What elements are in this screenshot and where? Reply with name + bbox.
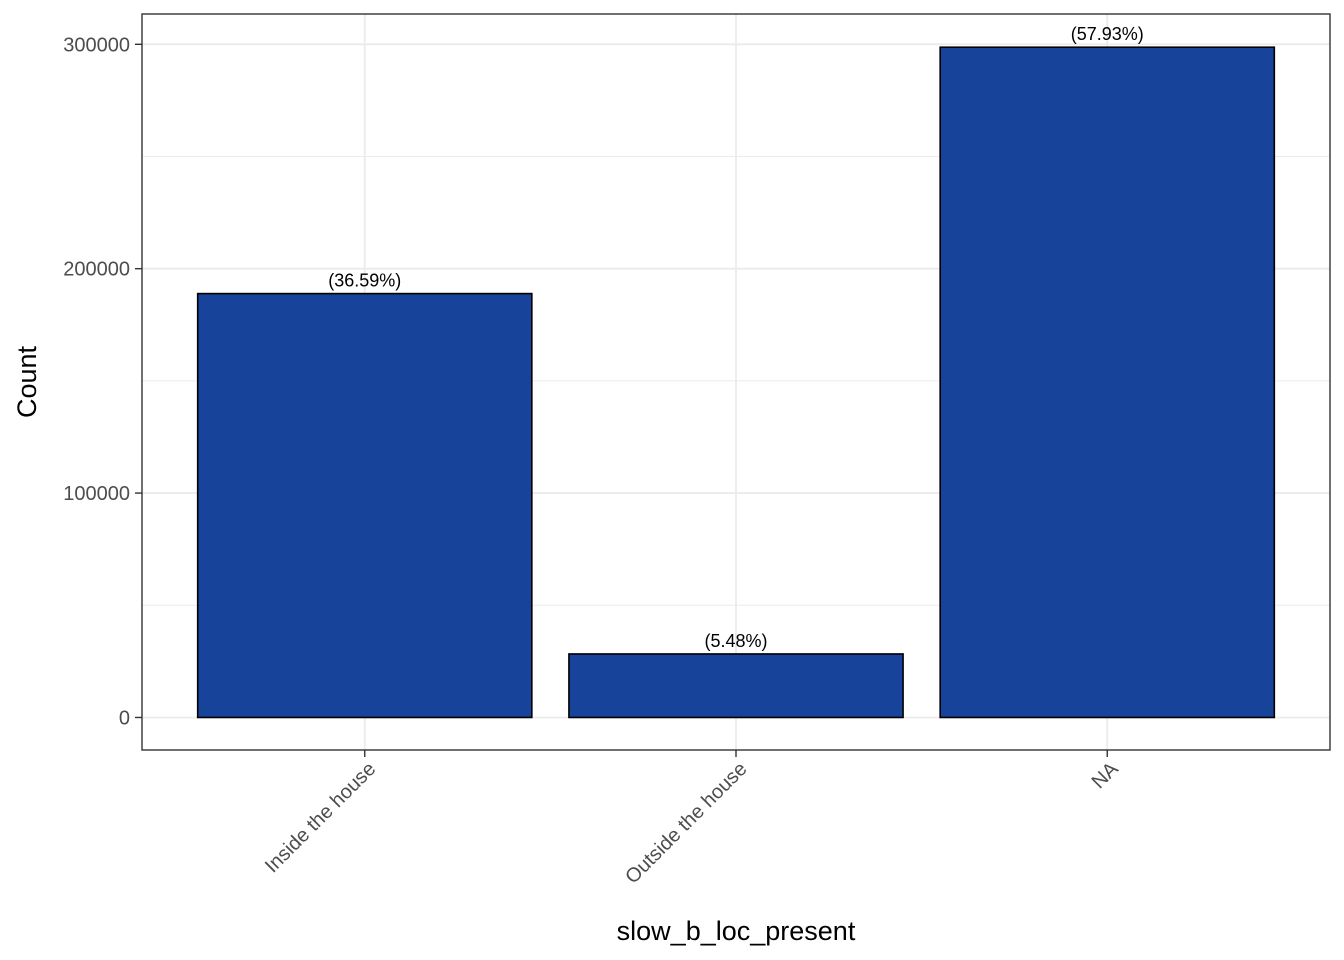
x-axis: Inside the house Outside the house NA <box>261 750 1123 888</box>
bar <box>568 653 904 719</box>
bar-data-label: (36.59%) <box>328 271 401 291</box>
x-tick-label: Outside the house <box>621 758 751 888</box>
bars <box>196 46 1276 719</box>
y-tick-label: 200000 <box>63 259 130 281</box>
x-axis-title: slow_b_loc_present <box>617 916 856 946</box>
y-axis-title: Count <box>12 345 42 418</box>
bar <box>196 292 533 719</box>
bar-data-label: (57.93%) <box>1071 24 1144 44</box>
x-tick-label: NA <box>1088 758 1124 794</box>
bar-labels: (36.59%) (5.48%) (57.93%) <box>328 24 1144 651</box>
x-tick-label: Inside the house <box>261 758 380 877</box>
y-tick-label: 100000 <box>63 483 130 505</box>
y-tick-label: 300000 <box>63 34 130 56</box>
y-axis: 0 100000 200000 300000 <box>63 34 142 729</box>
y-tick-label: 0 <box>119 707 130 729</box>
bar-data-label: (5.48%) <box>704 631 767 651</box>
bar <box>939 46 1276 719</box>
